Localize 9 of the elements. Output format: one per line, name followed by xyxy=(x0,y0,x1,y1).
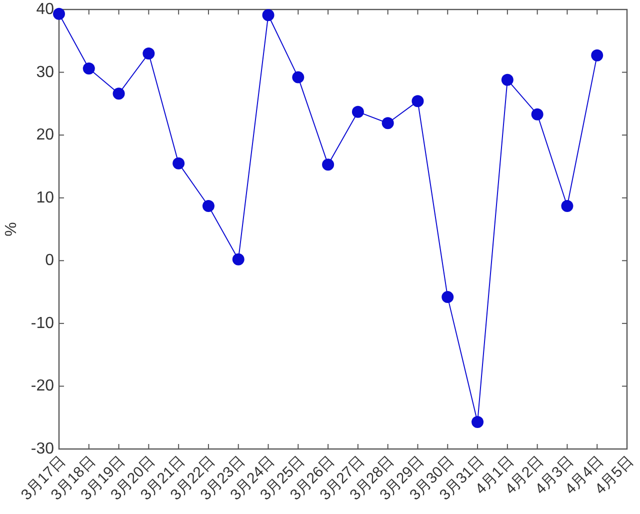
y-tick-label: 40 xyxy=(36,1,54,18)
y-tick-label: 0 xyxy=(45,252,54,270)
y-tick-label: 20 xyxy=(36,126,54,144)
y-tick-label: -20 xyxy=(30,378,54,395)
y-axis-title: % xyxy=(3,222,20,236)
y-tick-label: -10 xyxy=(30,314,54,332)
y-tick-label: -30 xyxy=(30,440,54,458)
y-tick-label: 30 xyxy=(36,64,54,81)
y-tick-label: 10 xyxy=(36,189,54,206)
